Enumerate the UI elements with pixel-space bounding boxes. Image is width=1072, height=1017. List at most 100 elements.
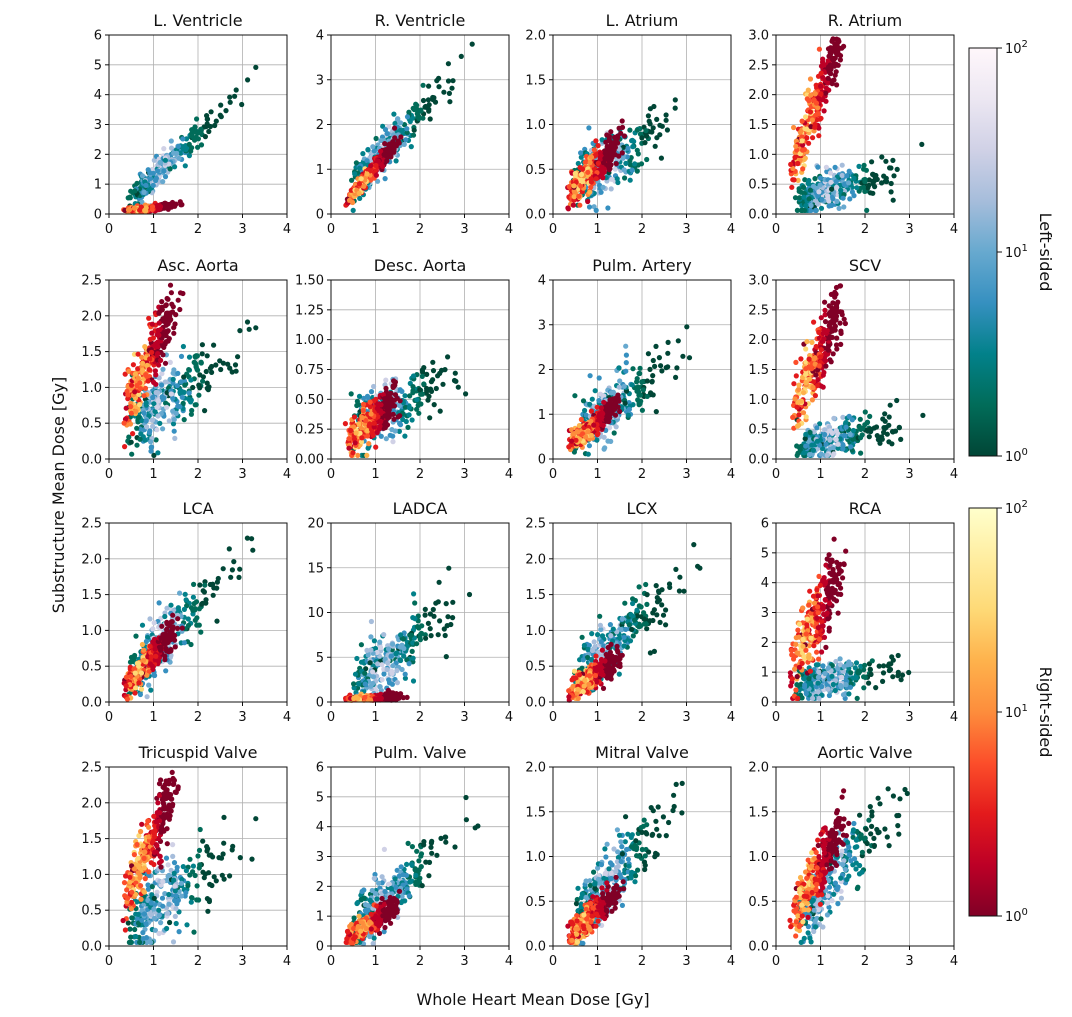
hexbin-right [368,163,374,169]
hexbin-left [658,363,664,369]
y-tick-label: 0.75 [295,363,324,378]
hexbin-right [165,205,171,211]
hexbin-right [393,143,399,149]
hexbin-right [576,193,582,199]
hexbin-left [449,85,455,91]
hexbin-left [383,436,389,442]
x-tick-label: 3 [460,467,468,482]
hexbin-left [410,373,417,379]
hexbin-left [866,182,872,188]
hexbin-right [838,328,844,334]
hexbin-right [802,155,808,161]
hexbin-left [357,195,363,201]
hexbin-left [407,118,413,125]
hexbin-right [588,176,594,182]
hexbin-left [199,342,205,348]
hexbin-left [159,394,165,400]
hexbin-left [642,140,648,146]
hexbin-left [146,682,152,688]
hexbin-left [365,147,371,153]
hexbin-right [800,147,806,153]
y-tick-label: 0.00 [295,453,324,468]
hexbin-left [894,397,900,404]
hexbin-right [828,46,834,52]
hexbin-left [854,185,860,191]
hexbin-right [823,363,829,369]
x-tick-label: 4 [283,467,291,482]
hexbin-left [587,373,593,379]
hexbin-left [629,167,635,173]
hexbin-left [879,436,885,442]
hexbin-left [204,353,210,359]
hexbin-left [383,377,389,383]
hexbin-left [815,164,821,170]
hexbin-left [600,184,606,190]
hexbin-right [123,405,129,411]
hexbin-left [829,186,835,192]
hexbin-left [211,342,217,348]
hexbin-left [137,691,143,698]
y-tick-label: 2.0 [525,29,546,44]
hexbin-right [833,304,840,310]
hexbin-right [593,138,599,144]
hexbin-left [435,373,441,379]
hexbin-left [161,146,167,152]
x-tick-label: 0 [772,222,780,237]
hexbin-left [823,164,830,170]
hexbin-left [578,150,584,156]
hexbin-right [386,148,392,154]
hexbin-right [163,339,169,345]
hexbin-right [822,299,828,305]
hexbin-left [378,433,384,439]
hexbin-left [626,406,633,412]
x-tick-label: 1 [371,467,379,482]
hexbin-right [163,322,169,328]
hexbin-right [823,90,829,96]
panel-title: SCV [849,256,881,275]
x-tick-label: 3 [238,467,246,482]
hexbin-left [235,354,241,360]
hexbin-left [350,207,356,213]
y-tick-label: 2.0 [81,309,102,324]
x-tick-label: 4 [505,222,513,237]
hexbin-left [638,161,645,167]
hexbin-left [873,424,880,430]
hexbin-left [411,127,417,133]
hexbin-right [377,408,384,414]
hexbin-left [810,447,817,453]
hexbin-right [824,346,830,352]
hexbin-right [801,390,807,396]
hexbin-left [387,432,393,438]
hexbin-right [812,355,818,361]
hexbin-right [827,313,833,319]
hexbin-left [808,202,814,209]
hexbin-left [220,360,226,366]
hexbin-left [469,41,475,47]
hexbin-left [888,180,894,187]
hexbin-right [578,416,585,423]
hexbin-left [194,353,200,359]
hexbin-left [621,167,627,173]
hexbin-right [818,91,824,97]
hexbin-left [164,404,170,410]
hexbin-left [851,175,857,181]
hexbin-right [175,297,181,303]
hexbin-left [176,155,182,161]
hexbin-left [365,445,371,451]
hexbin-left [593,207,599,213]
hexbin-right [837,57,844,63]
hexbin-right [818,70,824,76]
hexbin-left [404,130,410,136]
hexbin-right [145,378,151,384]
hexbin-left [420,82,426,88]
hexbin-right [788,161,794,167]
hexbin-left [675,338,681,344]
hexbin-left [596,375,602,381]
x-tick-label: 3 [905,467,913,482]
hexbin-left [802,436,808,442]
hexbin-right [807,76,814,82]
hexbin-right [351,414,358,420]
x-tick-label: 3 [905,222,913,237]
